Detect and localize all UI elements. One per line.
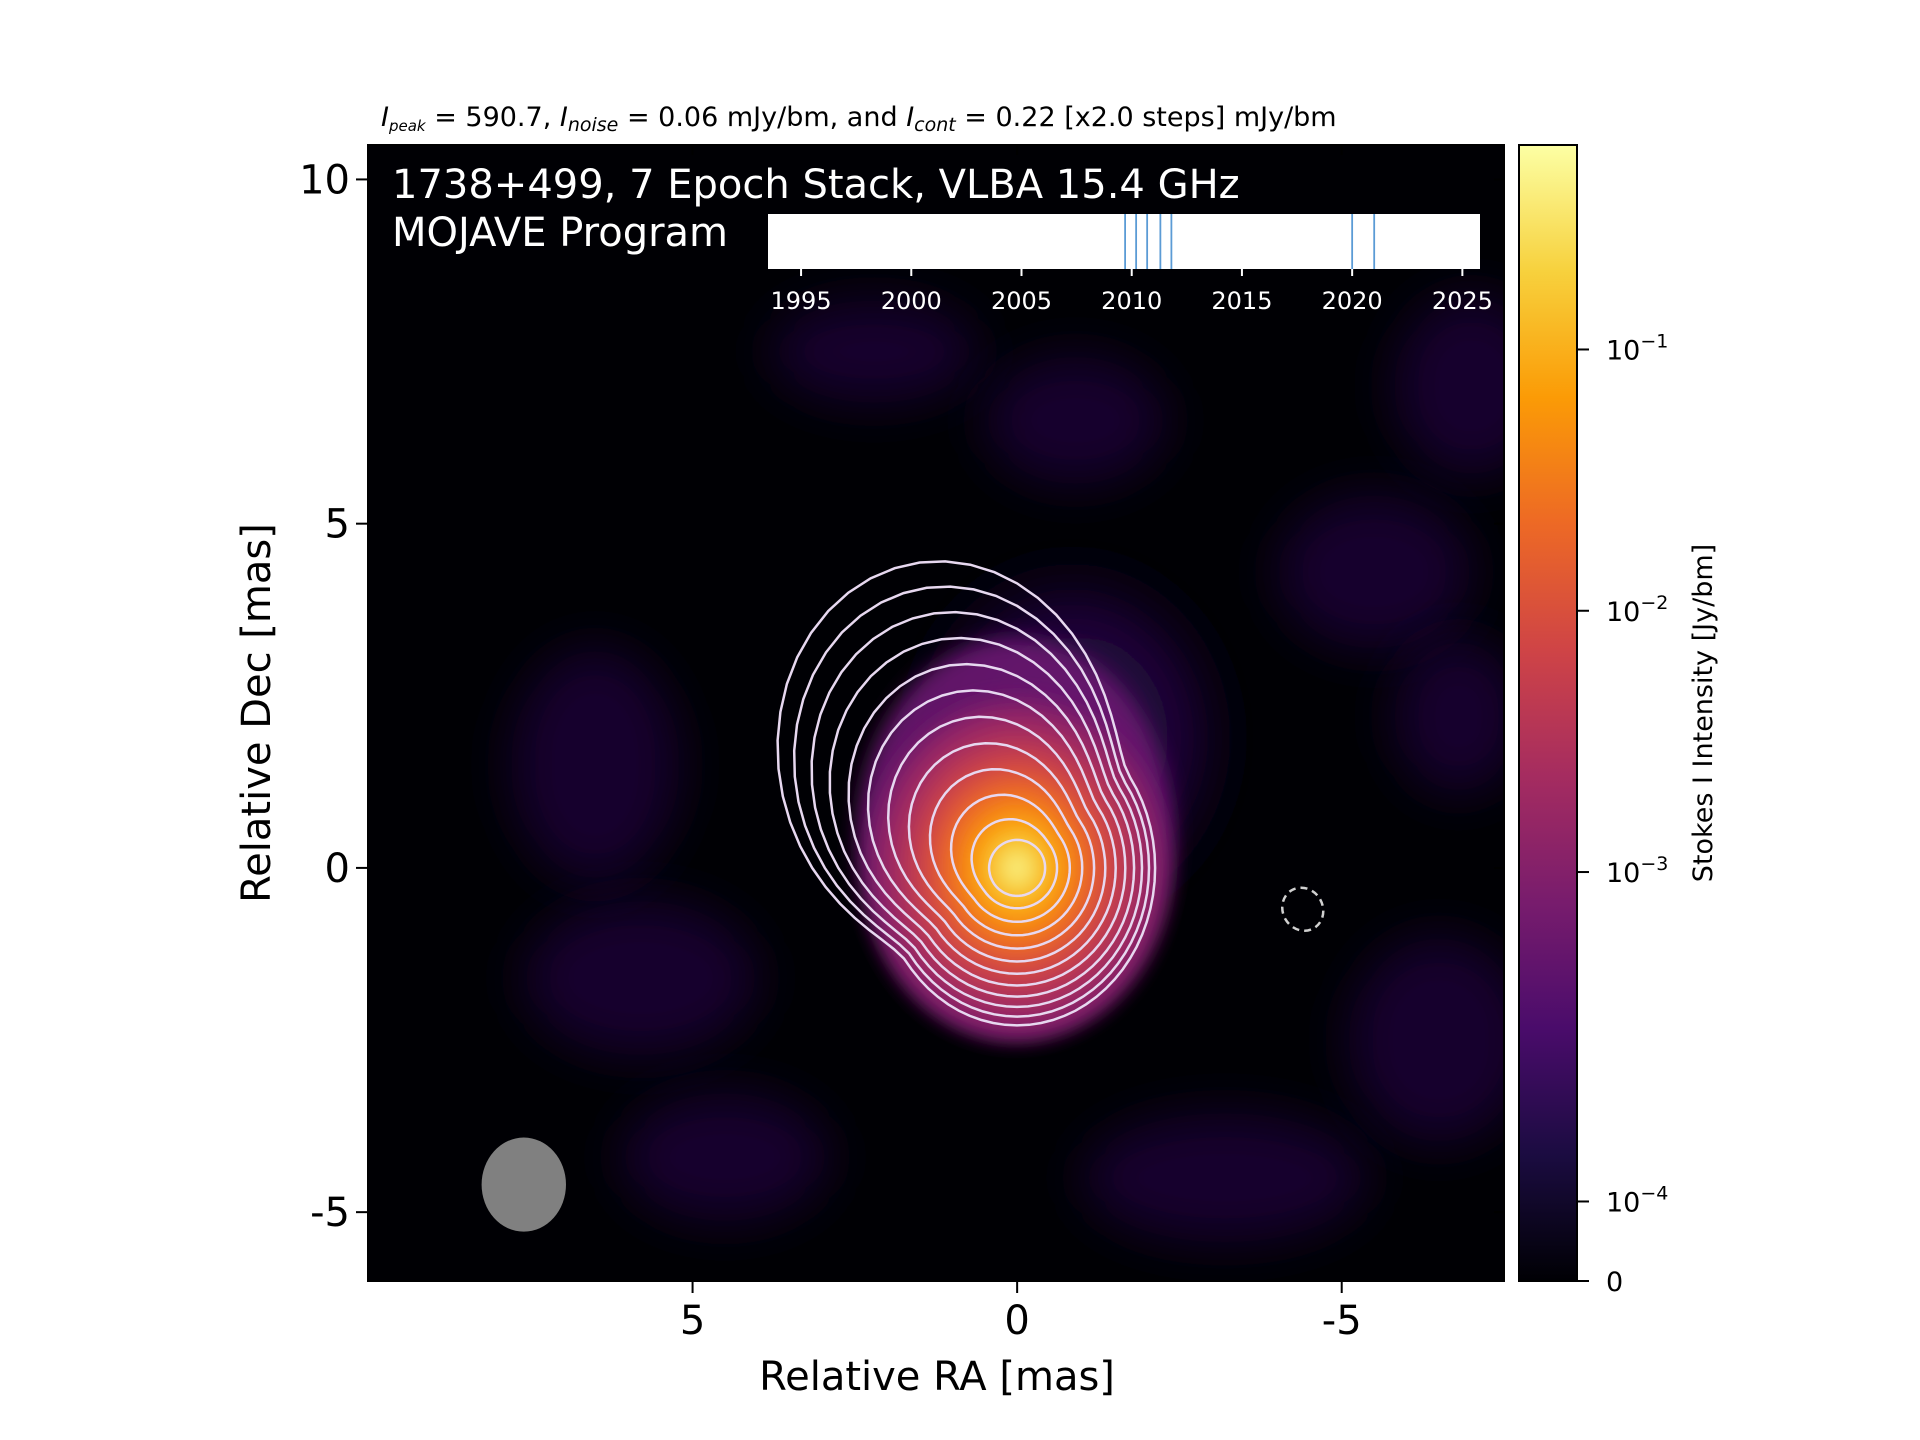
noise-blob (1082, 1112, 1368, 1243)
caption-noise-text: = 0.06 mJy/bm, and (618, 102, 906, 133)
contour-line (866, 689, 1117, 976)
contour-line (949, 793, 1072, 924)
contours (776, 560, 1157, 1027)
y-tick-label: 5 (325, 502, 350, 548)
colorbar-tick-label: 10−1 (1606, 330, 1668, 366)
y-ticks: 10 5 0 -5 (299, 157, 1504, 1236)
plot-frame (367, 144, 1505, 1282)
beam-ellipse (481, 1137, 566, 1232)
epoch-tick-label: 1995 (771, 287, 832, 315)
noise-blob (523, 900, 758, 1056)
caption-cont-text: = 0.22 [x2.0 steps] mJy/bm (956, 102, 1337, 133)
contour-line (776, 560, 1157, 1027)
epoch-inset-box (768, 214, 1480, 269)
epoch-tick-label: 2000 (881, 287, 942, 315)
contour-line (987, 838, 1047, 898)
plot-title-line2: MOJAVE Program (392, 210, 728, 256)
contour-line (886, 715, 1107, 963)
noise-blob (1348, 936, 1504, 1144)
caption-cont-var: I (906, 102, 914, 133)
colorbar-tick-label: 10−4 (1606, 1182, 1668, 1218)
colorbar-fill (1519, 145, 1577, 1281)
contour-line (847, 662, 1127, 987)
x-axis-label: Relative RA [mas] (759, 1354, 1115, 1400)
contour-line (907, 741, 1096, 950)
noise-blob (1393, 295, 1504, 477)
y-tick-label: 10 (299, 157, 350, 203)
caption-noise-var: I (560, 102, 568, 133)
x-tick-label: -5 (1322, 1298, 1362, 1344)
noise-blob (1276, 493, 1472, 650)
x-tick-label: 5 (680, 1298, 705, 1344)
epoch-inset: 1995 2000 2005 2010 2015 2020 2025 (768, 214, 1493, 315)
colorbar-tick-label: 10−2 (1606, 592, 1668, 628)
contour-line (970, 817, 1059, 910)
caption-peak-var: I (381, 102, 389, 133)
noise-blob (510, 647, 680, 882)
noise-blob (770, 299, 979, 404)
colorbar: 0 10−4 10−3 10−2 10−1 Stokes I Intensity [Jy… (1518, 144, 1719, 1298)
caption-peak-sub: peak (388, 117, 427, 135)
colorbar-tick-label: 10−3 (1606, 853, 1668, 889)
x-ticks: 5 0 -5 (680, 145, 1362, 1344)
plot-title-line1: 1738+499, 7 Epoch Stack, VLBA 15.4 GHz (392, 162, 1240, 208)
epoch-tick-label: 2020 (1322, 287, 1383, 315)
y-tick-label: 0 (325, 846, 350, 892)
epoch-tick-label: 2015 (1211, 287, 1272, 315)
caption-cont-sub: cont (914, 114, 957, 136)
noise-blob (621, 1092, 829, 1222)
dashed-ellipse (1280, 886, 1325, 932)
noise-blob (984, 355, 1167, 486)
caption: Ipeak = 590.7, Inoise = 0.06 mJy/bm, and… (381, 102, 1337, 136)
contour-line (828, 636, 1136, 998)
colorbar-ticks: 0 10−4 10−3 10−2 10−1 (1577, 330, 1668, 1298)
epoch-lines (1124, 214, 1376, 269)
epoch-ticks: 1995 2000 2005 2010 2015 2020 2025 (771, 269, 1493, 315)
colorbar-tick-label: 0 (1606, 1267, 1623, 1298)
colorbar-frame (1518, 144, 1578, 1282)
contour-line (810, 610, 1144, 1009)
colorbar-label: Stokes I Intensity [Jy/bm] (1688, 544, 1719, 882)
image-layer (481, 295, 1504, 1243)
epoch-tick-label: 2005 (991, 287, 1052, 315)
contour-line (928, 768, 1084, 937)
contour-line (792, 585, 1151, 1018)
caption-peak-text: = 590.7, (426, 102, 560, 133)
epoch-tick-label: 2025 (1432, 287, 1493, 315)
plot-area: 1738+499, 7 Epoch Stack, VLBA 15.4 GHz M… (299, 144, 1505, 1344)
epoch-tick-label: 2010 (1101, 287, 1162, 315)
noise-blobs (510, 295, 1504, 1243)
y-tick-label: -5 (310, 1190, 350, 1236)
noise-blob (1393, 638, 1504, 795)
caption-noise-sub: noise (568, 114, 619, 136)
y-axis-label: Relative Dec [mas] (234, 523, 280, 903)
x-tick-label: 0 (1004, 1298, 1029, 1344)
